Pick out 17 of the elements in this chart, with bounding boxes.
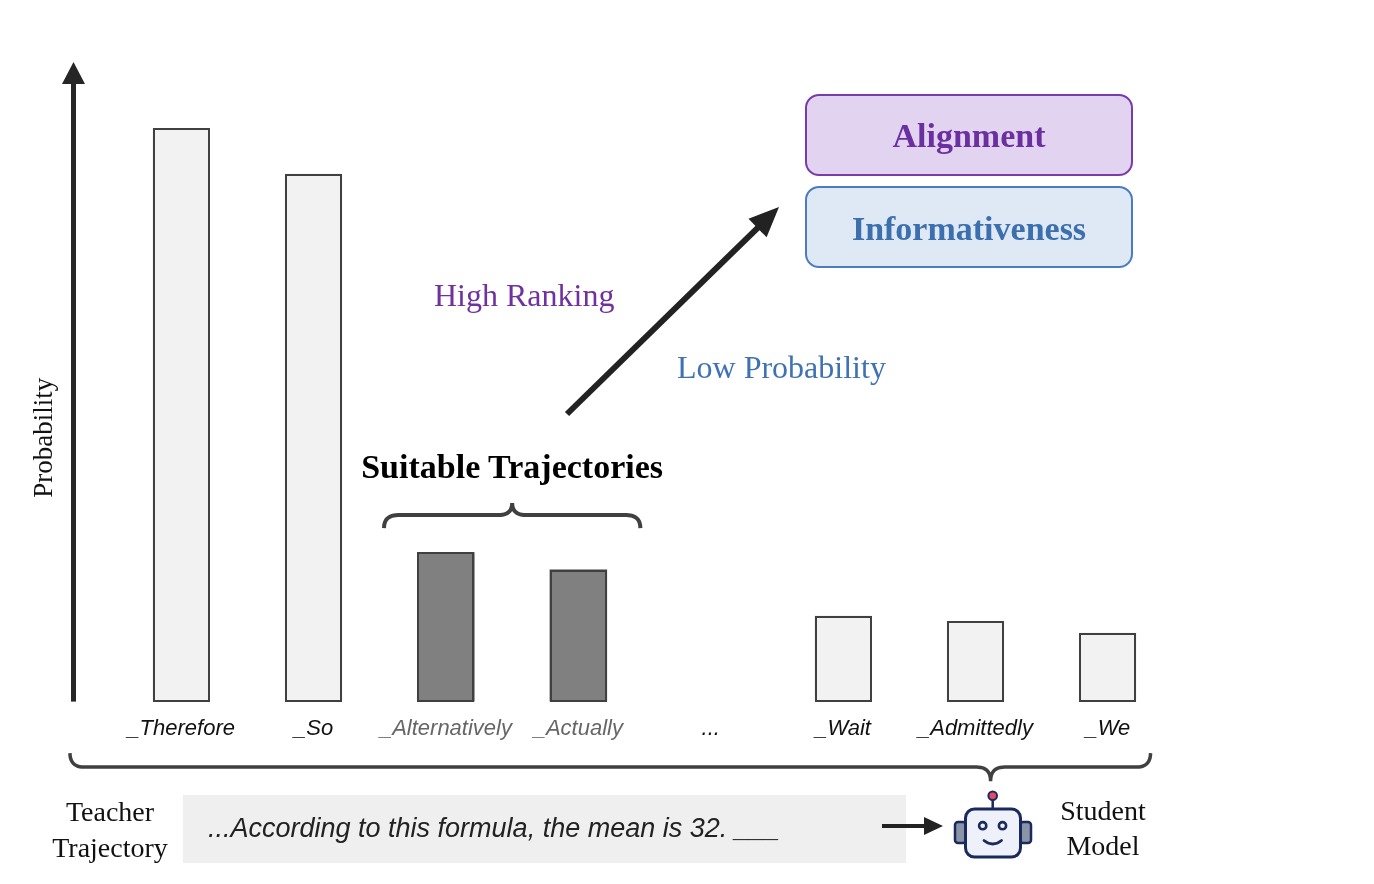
annotation: Alignment <box>892 116 1046 156</box>
annotation: Suitable Trajectories <box>361 447 664 487</box>
x-tick-label: _Admittedly <box>915 714 1035 740</box>
x-tick-label: _Actually <box>531 714 625 740</box>
x-tick-label: _Alternatively <box>377 714 514 740</box>
annotation: Informativeness <box>851 209 1087 249</box>
x-tick-label: ... <box>701 714 720 740</box>
text: ...According to this formula, the mean is 32. ___ <box>208 813 780 845</box>
text: Student Model <box>1060 794 1146 863</box>
text: Teacher Trajectory <box>52 794 168 865</box>
y-axis-title: Probability <box>28 377 59 498</box>
x-tick-label: _Therefore <box>125 714 235 740</box>
annotation: Low Probability <box>677 348 886 386</box>
x-tick-label: _Wait <box>813 714 872 740</box>
x-tick-label: _We <box>1083 714 1131 740</box>
annotation: High Ranking <box>434 276 615 314</box>
x-tick-label: _So <box>291 714 334 740</box>
